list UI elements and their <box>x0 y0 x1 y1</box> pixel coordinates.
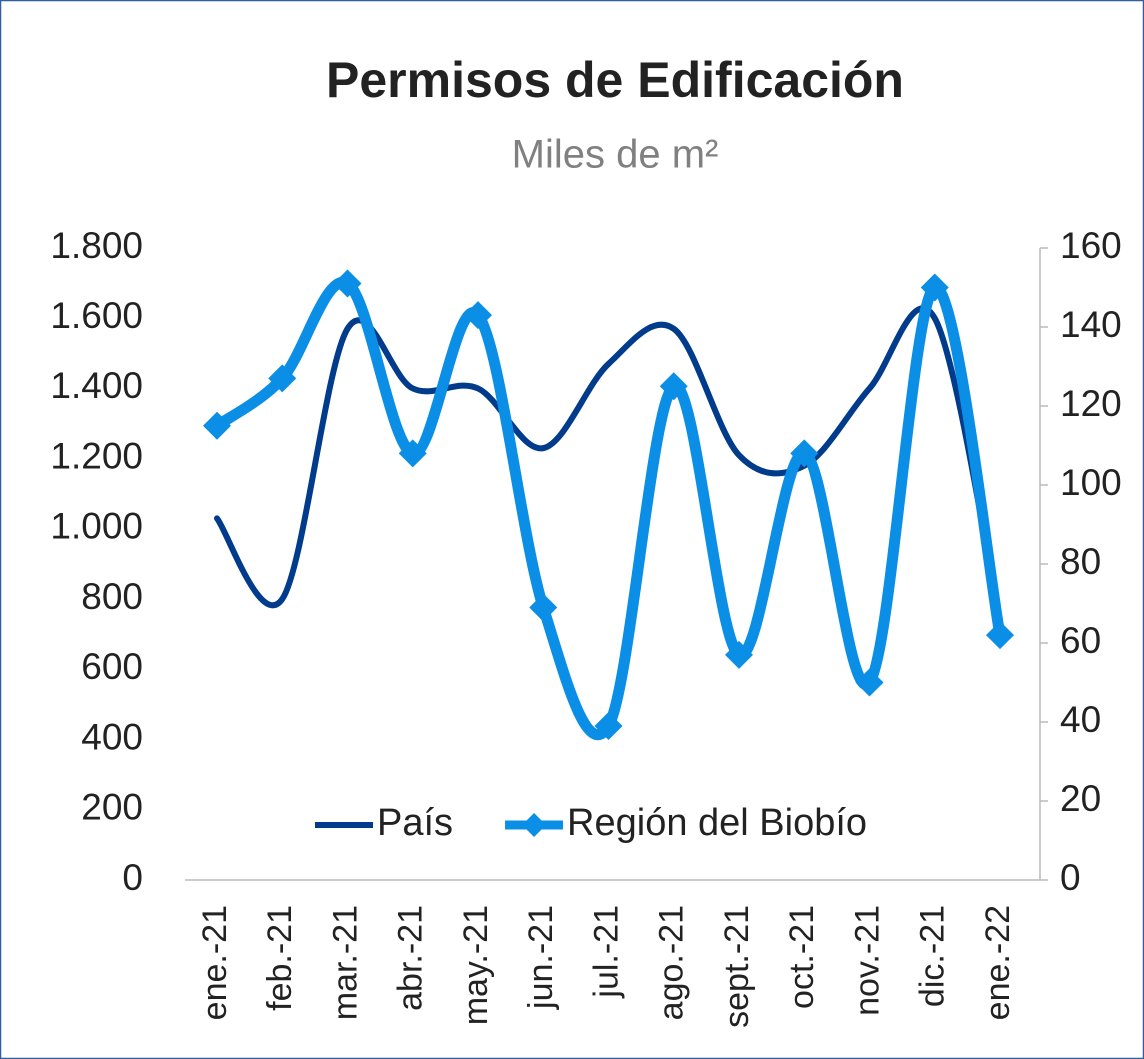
x-tick-label: mar.-21 <box>326 905 364 1020</box>
series-line <box>211 276 1006 740</box>
y2-tick-label: 20 <box>1060 778 1101 819</box>
series-marker <box>725 640 753 669</box>
x-tick-label: jul.-21 <box>587 905 625 999</box>
legend-label: País <box>377 802 453 844</box>
y2-tick-label: 60 <box>1060 620 1101 661</box>
x-tick-label: oct.-21 <box>783 905 821 1009</box>
series-marker <box>398 439 427 468</box>
y-tick-label: 0 <box>122 857 143 898</box>
y2-tick-label: 0 <box>1060 857 1081 898</box>
x-tick-label: abr.-21 <box>392 905 430 1011</box>
x-tick-label: ago.-21 <box>653 905 691 1020</box>
y-tick-label: 400 <box>81 716 143 757</box>
y2-tick-label: 140 <box>1060 304 1122 345</box>
series-marker <box>464 301 492 330</box>
x-tick-label: nov.-21 <box>848 905 886 1016</box>
y2-tick-label: 160 <box>1060 225 1122 266</box>
y2-tick-label: 100 <box>1060 462 1122 503</box>
y-tick-label: 600 <box>81 646 143 687</box>
series-marker <box>855 668 884 697</box>
x-tick-label: jun.-21 <box>522 905 560 1010</box>
series-marker <box>920 273 949 302</box>
series-marker <box>333 269 362 298</box>
y-tick-label: 1.200 <box>50 435 143 476</box>
x-tick-label: sept.-21 <box>718 905 756 1028</box>
x-tick-label: ene.-22 <box>979 905 1017 1020</box>
legend-marker <box>522 813 547 837</box>
x-tick-label: ene.-21 <box>196 905 234 1020</box>
legend-label: Región del Biobío <box>567 802 867 844</box>
series-marker <box>790 439 819 468</box>
x-tick-label: may.-21 <box>457 905 495 1025</box>
x-tick-label: dic.-21 <box>914 905 952 1007</box>
chart-title: Permisos de Edificación <box>326 52 904 108</box>
y2-tick-label: 80 <box>1060 541 1101 582</box>
series-line <box>214 305 1003 624</box>
series-marker <box>986 621 1014 650</box>
x-tick-label: feb.-21 <box>261 905 299 1011</box>
y-tick-label: 1.600 <box>50 295 143 336</box>
series-marker <box>529 593 558 622</box>
y-tick-label: 800 <box>81 576 143 617</box>
y-tick-label: 1.800 <box>50 225 143 266</box>
chart-subtitle: Miles de m² <box>512 133 719 177</box>
y2-tick-label: 120 <box>1060 383 1122 424</box>
y-tick-label: 1.000 <box>50 506 143 547</box>
y-tick-label: 1.400 <box>50 365 143 406</box>
y2-tick-label: 40 <box>1060 699 1101 740</box>
series-marker <box>594 711 623 740</box>
series-marker <box>659 372 688 401</box>
series-marker <box>268 364 297 393</box>
y-tick-label: 200 <box>81 787 143 828</box>
series-marker <box>203 411 231 440</box>
